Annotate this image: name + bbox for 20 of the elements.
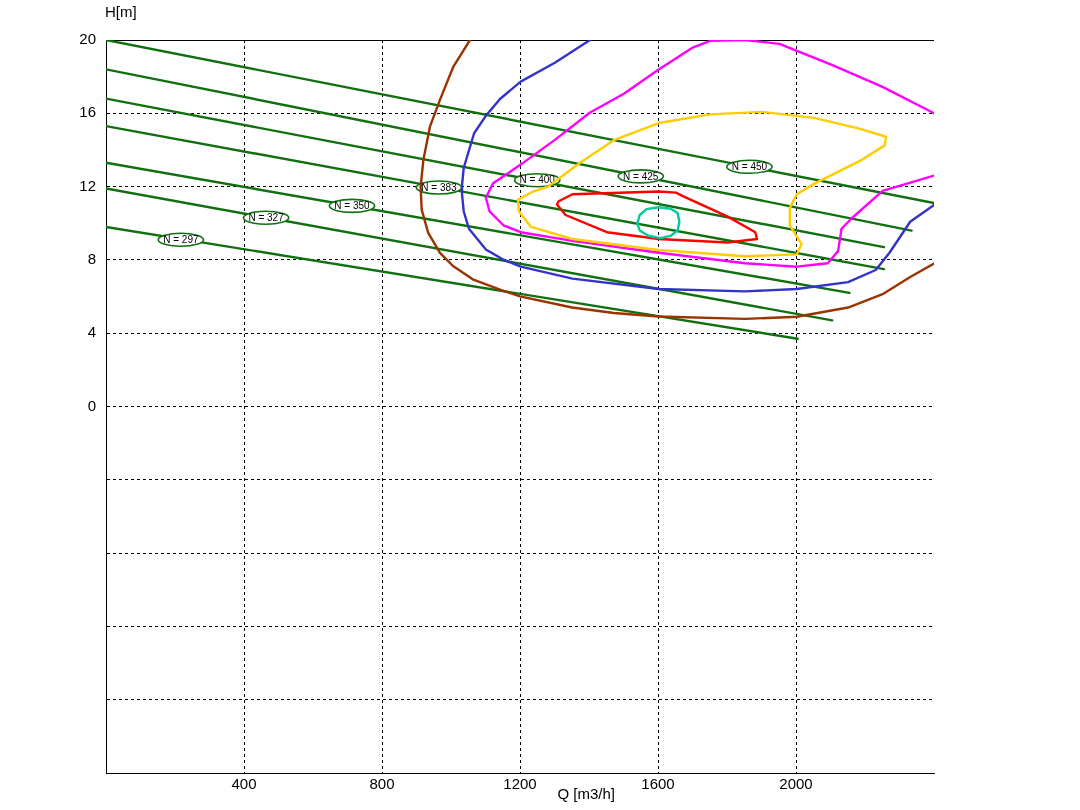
x-tick-label: 1600 xyxy=(641,775,675,793)
annotation: N = 297 xyxy=(163,233,199,245)
annotation: N = 425 xyxy=(623,170,659,182)
annotation: N = 327 xyxy=(248,212,285,223)
x-tick-label: 400 xyxy=(231,775,257,793)
y-tick-label: 16 xyxy=(79,103,96,121)
annotation: N = 383 xyxy=(421,181,458,193)
annotation: N = 400 xyxy=(519,174,556,186)
y-tick-label: 0 xyxy=(87,396,96,414)
x-tick-label: 1200 xyxy=(503,775,537,793)
y-tick-label: 12 xyxy=(79,176,96,194)
x-tick-label: 2000 xyxy=(779,775,813,793)
y-tick-label: 20 xyxy=(79,30,96,48)
y-tick-label: 4 xyxy=(87,323,96,341)
y-tick-label: 8 xyxy=(87,250,96,268)
annotation: N = 350 xyxy=(334,200,371,212)
y-axis-title: H[m] xyxy=(105,3,137,21)
annotation: N = 450 xyxy=(731,161,768,173)
x-axis-title: Q [m3/h] xyxy=(557,785,616,803)
x-tick-label: 800 xyxy=(369,775,395,793)
